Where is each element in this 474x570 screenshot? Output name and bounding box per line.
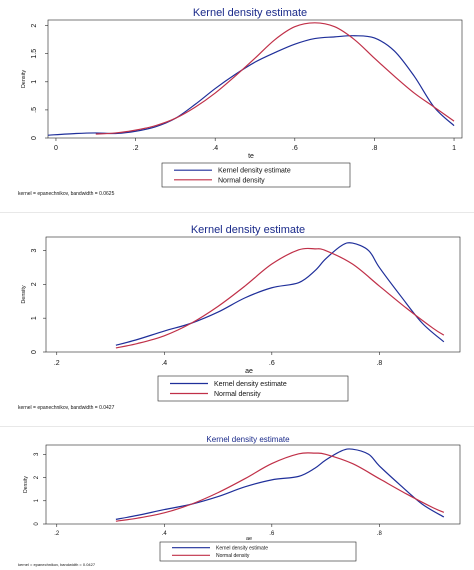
normal-density-line xyxy=(115,452,445,522)
y-tick-label: 1 xyxy=(34,498,40,502)
y-tick-label: .5 xyxy=(31,107,38,113)
chart-title: Kernel density estimate xyxy=(206,435,290,444)
y-tick-label: 2 xyxy=(31,282,38,286)
chart-title: Kernel density estimate xyxy=(191,224,305,236)
x-tick-label: .6 xyxy=(269,531,275,537)
x-axis-label: te xyxy=(248,153,254,160)
y-tick-label: 2 xyxy=(31,24,38,28)
kernel-density-line xyxy=(115,448,445,520)
kernel-note: kernel = epanechnikov, bandwidth = 0.062… xyxy=(18,191,115,197)
y-tick-label: 0 xyxy=(31,350,38,354)
y-tick-label: 1.5 xyxy=(31,49,38,59)
chart-3: Kernel density estimate 0 1 2 3 .2 .4 .6 .8 Densi… xyxy=(18,435,461,567)
kernel-density-line xyxy=(115,242,445,346)
x-tick-label: .2 xyxy=(133,145,139,152)
y-axis-label: Density xyxy=(21,70,27,89)
legend-entry-1: Kernel density estimate xyxy=(218,168,291,175)
plot-frame xyxy=(47,19,463,139)
legend-entry-2: Normal density xyxy=(218,177,265,184)
y-tick-label: 0 xyxy=(31,136,38,140)
x-axis-label: ae xyxy=(245,368,253,375)
x-tick-label: 0 xyxy=(54,145,58,152)
x-tick-label: .2 xyxy=(54,360,60,367)
x-tick-label: .8 xyxy=(372,145,378,152)
chart-title: Kernel density estimate xyxy=(193,7,307,19)
y-tick-label: 0 xyxy=(34,522,40,526)
x-tick-label: .8 xyxy=(377,531,383,537)
y-tick-label: 1 xyxy=(31,316,38,320)
legend-entry-1: Kernel density estimate xyxy=(216,545,268,551)
x-tick-label: .8 xyxy=(376,360,382,367)
chart-2: Kernel density estimate 0 1 2 3 .2 .4 .6 .8 Densi… xyxy=(18,224,461,411)
y-axis-label: Density xyxy=(21,285,27,304)
x-tick-label: .6 xyxy=(269,360,275,367)
x-tick-label: .2 xyxy=(54,531,60,537)
legend-entry-2: Normal density xyxy=(214,391,261,398)
panel-separator xyxy=(0,212,474,213)
panel-separator xyxy=(0,426,474,427)
kernel-density-line xyxy=(47,35,455,136)
x-tick-label: .6 xyxy=(292,145,298,152)
legend-box xyxy=(157,375,349,402)
kernel-note: kernel = epanechnikov, bandwidth = 0.042… xyxy=(18,405,115,411)
x-tick-label: 1 xyxy=(452,145,456,152)
x-tick-label: .4 xyxy=(212,145,218,152)
y-tick-label: 2 xyxy=(34,475,40,479)
normal-density-line xyxy=(115,247,445,349)
legend: Kernel density estimate Normal density xyxy=(159,541,357,562)
kernel-note: kernel = epanechnikov, bandwidth = 0.042… xyxy=(18,562,96,567)
x-tick-label: .4 xyxy=(162,531,168,537)
y-axis-label: Density xyxy=(23,476,29,493)
x-axis-label: ae xyxy=(246,536,252,542)
y-tick-label: 1 xyxy=(31,80,38,84)
legend: Kernel density estimate Normal density xyxy=(157,375,349,402)
legend-entry-1: Kernel density estimate xyxy=(214,381,287,388)
y-tick-label: 3 xyxy=(31,248,38,252)
legend: Kernel density estimate Normal density xyxy=(161,162,351,188)
normal-density-line xyxy=(95,22,455,135)
legend-entry-2: Normal density xyxy=(216,553,250,559)
x-tick-label: .4 xyxy=(161,360,167,367)
chart-1: Kernel density estimate 0 .5 1 1.5 2 0 .2 .4 .6 .8… xyxy=(18,7,463,197)
legend-box xyxy=(161,162,351,188)
y-tick-label: 3 xyxy=(34,452,40,456)
legend-box xyxy=(159,541,357,562)
